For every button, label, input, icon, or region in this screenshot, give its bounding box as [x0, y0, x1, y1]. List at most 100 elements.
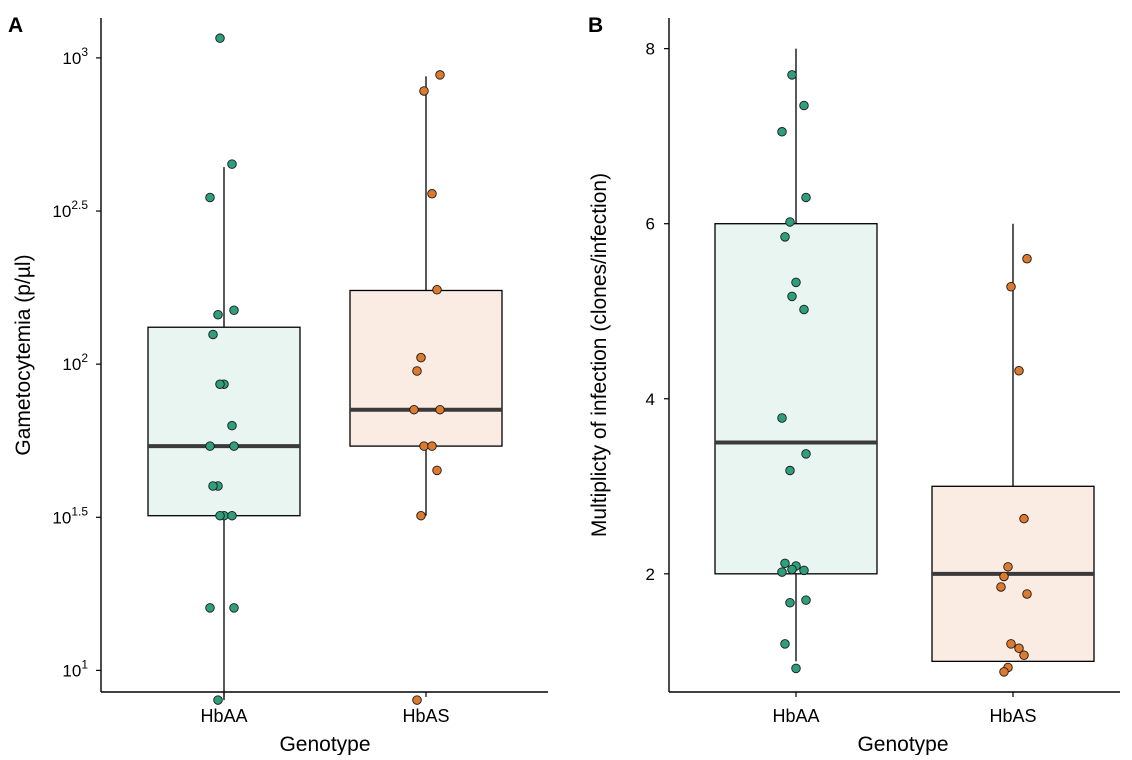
- data-point: [1003, 562, 1013, 572]
- data-point: [780, 639, 790, 649]
- data-point: [412, 366, 422, 376]
- data-point: [208, 329, 218, 340]
- data-point: [229, 305, 239, 315]
- data-point: [435, 404, 445, 415]
- data-point: [1022, 253, 1032, 264]
- data-point: [785, 217, 795, 227]
- data-point: [799, 304, 809, 315]
- data-point: [205, 192, 215, 203]
- data-point: [435, 70, 445, 80]
- data-point: [785, 465, 795, 476]
- panel-b: B 2 4 6 8 HbAA HbAS Genotype Multiplicty of infe…: [588, 14, 1120, 756]
- y-tick-exponent: 1: [81, 657, 88, 671]
- data-point: [227, 159, 237, 169]
- data-point: [780, 558, 790, 569]
- data-point: [799, 565, 809, 576]
- data-point: [787, 564, 797, 575]
- data-point: [785, 597, 795, 608]
- data-point: [780, 232, 790, 242]
- x-tick-label: HbAS: [989, 706, 1036, 726]
- y-tick-label: 102.5: [52, 198, 88, 221]
- data-point: [215, 33, 225, 43]
- data-point: [409, 404, 419, 415]
- data-point: [419, 86, 429, 96]
- data-point: [432, 284, 442, 295]
- x-axis-title: Genotype: [857, 733, 948, 755]
- data-point: [229, 603, 239, 613]
- y-tick-exponent: 2: [81, 351, 88, 365]
- y-tick-exponent: 2.5: [71, 198, 88, 212]
- points-hbas: [996, 253, 1032, 677]
- data-point: [412, 695, 422, 705]
- x-tick-label: HbAA: [772, 706, 819, 726]
- data-point: [227, 510, 237, 521]
- data-point: [205, 441, 215, 451]
- data-point: [1006, 639, 1016, 649]
- data-point: [1019, 513, 1029, 524]
- y-tick-label: 2: [646, 565, 655, 584]
- data-point: [791, 277, 801, 288]
- y-tick-base: 10: [52, 202, 71, 221]
- y-tick-base: 10: [62, 355, 81, 374]
- data-point: [213, 695, 223, 705]
- data-point: [205, 603, 215, 613]
- box-hbas: [931, 223, 1095, 663]
- data-point: [801, 449, 811, 459]
- data-point: [777, 413, 787, 423]
- data-point: [1006, 281, 1016, 292]
- box-hbaa: [147, 167, 301, 701]
- data-point: [777, 127, 787, 137]
- data-point: [787, 291, 797, 302]
- data-point: [208, 481, 218, 491]
- data-point: [799, 100, 809, 111]
- y-tick-base: 10: [62, 661, 81, 680]
- y-axis-title: Gametocytemia (p/µl): [12, 254, 35, 455]
- y-tick-label: 4: [646, 390, 655, 409]
- data-point: [432, 465, 442, 476]
- x-tick-label: HbAA: [200, 706, 247, 726]
- y-axis-title: Multiplicty of infection (clones/infecti…: [588, 173, 611, 537]
- data-point: [999, 571, 1009, 582]
- y-tick-label: 103: [62, 45, 88, 68]
- data-point: [791, 663, 801, 674]
- data-point: [427, 441, 437, 451]
- data-point: [801, 595, 811, 605]
- y-tick-label: 8: [646, 40, 655, 59]
- data-point: [996, 582, 1006, 592]
- points-hbas: [409, 70, 445, 705]
- data-point: [215, 510, 225, 521]
- iqr-box: [147, 326, 301, 517]
- data-point: [1014, 366, 1024, 376]
- box-hbas: [349, 76, 503, 516]
- data-point: [1019, 650, 1029, 660]
- data-point: [999, 667, 1009, 677]
- x-tick-label: HbAS: [402, 706, 449, 726]
- data-point: [416, 352, 426, 363]
- y-tick-exponent: 3: [81, 45, 88, 59]
- y-tick-label: 6: [646, 215, 655, 234]
- data-point: [777, 567, 787, 577]
- data-point: [215, 379, 225, 389]
- y-tick-label: 101.5: [52, 504, 88, 527]
- data-point: [213, 309, 223, 320]
- data-point: [229, 441, 239, 451]
- y-tick-base: 10: [62, 49, 81, 68]
- y-tick-base: 10: [52, 508, 71, 527]
- y-tick-label: 102: [62, 351, 88, 374]
- data-point: [1022, 589, 1032, 599]
- points-hbaa: [205, 33, 239, 705]
- data-point: [801, 192, 811, 203]
- x-axis-title: Genotype: [279, 733, 370, 755]
- iqr-box: [714, 223, 878, 575]
- data-point: [227, 420, 237, 431]
- data-point: [427, 189, 437, 199]
- panel-label: A: [8, 14, 23, 37]
- points-hbaa: [777, 70, 811, 674]
- data-point: [419, 441, 429, 451]
- data-point: [416, 510, 426, 521]
- y-tick-label: 101: [62, 657, 88, 680]
- y-tick-exponent: 1.5: [71, 504, 88, 518]
